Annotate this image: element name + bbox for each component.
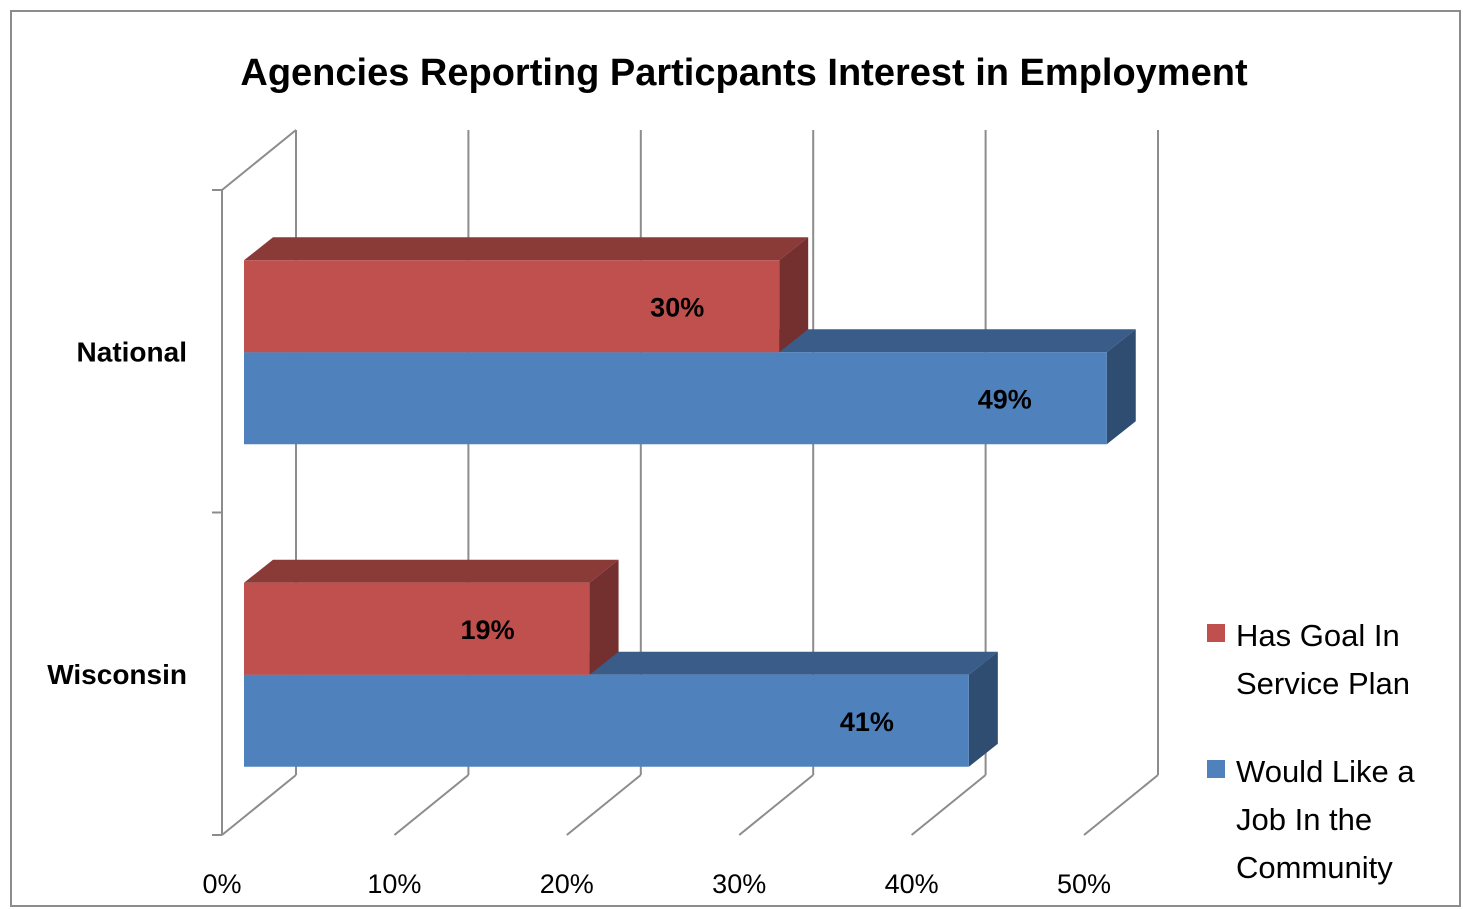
bar-top-face — [244, 237, 809, 261]
chart-title: Agencies Reporting Particpants Interest … — [240, 52, 1248, 94]
floor-line — [910, 774, 987, 836]
x-tick-label: 40% — [885, 869, 939, 899]
bar — [244, 582, 590, 675]
floor-line — [1083, 774, 1159, 836]
category-label: Wisconsin — [47, 659, 187, 690]
bar-side-face — [589, 559, 619, 675]
floor-line — [566, 774, 642, 836]
bar — [244, 352, 1107, 445]
x-tick-label: 10% — [367, 869, 421, 899]
bar — [244, 260, 780, 353]
chart-bars: 49% 30% 41% 19% — [244, 237, 1136, 767]
bar-top-face — [244, 559, 619, 583]
category-label: National — [77, 336, 187, 367]
x-tick-label: 20% — [540, 869, 594, 899]
x-tick-label: 0% — [202, 869, 241, 899]
value-axis: 0% 10% 20% 30% 40% 50% — [202, 869, 1111, 899]
data-label: 30% — [650, 292, 704, 322]
legend-label: Community — [1236, 850, 1393, 885]
legend-label: Would Like a — [1236, 754, 1415, 789]
bar-side-face — [779, 237, 809, 353]
data-label: 49% — [978, 384, 1032, 414]
bar-side-face — [968, 651, 998, 767]
legend-label: Has Goal In — [1236, 618, 1400, 653]
x-tick-label: 50% — [1057, 869, 1111, 899]
floor-line — [738, 774, 814, 836]
floor-line — [221, 774, 297, 836]
x-tick-label: 30% — [712, 869, 766, 899]
side-wall-top-edge — [221, 129, 297, 191]
legend-swatch — [1207, 760, 1225, 778]
bar-side-face — [1106, 329, 1136, 445]
legend: Has Goal In Service Plan Would Like a Job I… — [1207, 618, 1415, 885]
legend-label: Service Plan — [1236, 666, 1410, 701]
bar — [244, 674, 969, 767]
category-axis: National Wisconsin — [47, 336, 187, 690]
data-label: 41% — [840, 707, 894, 737]
floor-line — [393, 774, 470, 836]
legend-swatch — [1207, 624, 1225, 642]
legend-label: Job In the — [1236, 802, 1372, 837]
data-label: 19% — [461, 615, 515, 645]
